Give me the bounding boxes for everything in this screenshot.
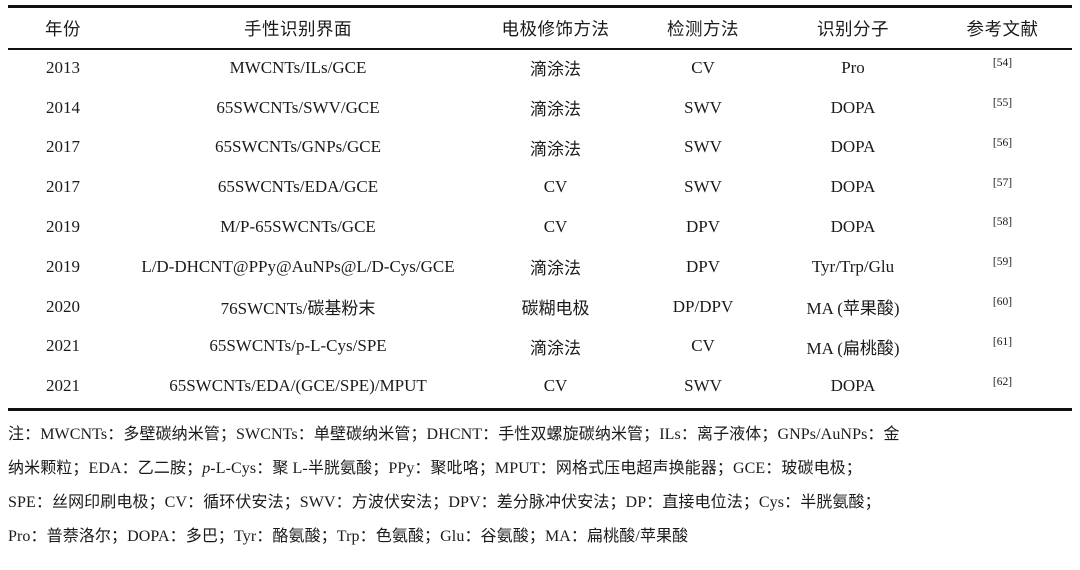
- cell-modification-method: CV: [543, 217, 568, 237]
- cell-interface: 65SWCNTs/GNPs/GCE: [215, 137, 381, 157]
- cell-interface: MWCNTs/ILs/GCE: [229, 57, 367, 77]
- cell-year: 2014: [46, 97, 80, 117]
- cell-interface: 76SWCNTs/碳基粉末: [220, 299, 376, 319]
- cell-detection-method: DPV: [685, 217, 720, 237]
- table-top-rule: [8, 5, 1072, 8]
- cell-reference: [59]: [933, 247, 1072, 287]
- table-row: 2021 65SWCNTs/EDA/(GCE/SPE)/MPUT CV SWV …: [8, 366, 1072, 406]
- cell-modification-method: 滴涂法: [530, 100, 581, 120]
- reference-superscript: [58]: [992, 216, 1013, 229]
- cell-modification-method: 滴涂法: [530, 338, 581, 358]
- table-footnote: 注：MWCNTs：多壁碳纳米管；SWCNTs：单壁碳纳米管；DHCNT：手性双螺…: [8, 418, 1072, 554]
- reference-superscript: [59]: [992, 256, 1013, 269]
- table-row: 2019 M/P-65SWCNTs/GCE CV DPV DOPA [58]: [8, 207, 1072, 247]
- reference-superscript: [61]: [992, 335, 1013, 348]
- footnote-line-3: SPE：丝网印刷电极；CV：循环伏安法；SWV：方波伏安法；DPV：差分脉冲伏安…: [8, 486, 1072, 520]
- cell-reference: [60]: [933, 287, 1072, 327]
- cell-year: 2017: [46, 177, 80, 197]
- cell-reference: [55]: [933, 88, 1072, 128]
- cell-recognition-molecule: MA (扁桃酸): [806, 338, 900, 358]
- cell-interface: 65SWCNTs/EDA/GCE: [217, 177, 379, 197]
- cell-modification-method: 滴涂法: [530, 60, 581, 80]
- column-header-year: 年份: [45, 18, 81, 39]
- cell-year: 2019: [46, 256, 80, 276]
- table-row: 2017 65SWCNTs/EDA/GCE CV SWV DOPA [57]: [8, 167, 1072, 207]
- footnote-line-4: Pro：普萘洛尔；DOPA：多巴；Tyr：酪氨酸；Trp：色氨酸；Glu：谷氨酸…: [8, 520, 1072, 554]
- cell-recognition-molecule: DOPA: [830, 137, 876, 157]
- cell-year: 2013: [46, 57, 80, 77]
- table-row: 2021 65SWCNTs/p-L-Cys/SPE 滴涂法 CV MA (扁桃酸…: [8, 327, 1072, 367]
- cell-modification-method: CV: [543, 376, 568, 396]
- reference-superscript: [62]: [992, 375, 1013, 388]
- cell-reference: [58]: [933, 207, 1072, 247]
- reference-superscript: [56]: [992, 136, 1013, 149]
- cell-modification-method: 碳糊电极: [521, 299, 590, 319]
- table-row: 2013 MWCNTs/ILs/GCE 滴涂法 CV Pro [54]: [8, 48, 1072, 88]
- cell-interface: L/D-DHCNT@PPy@AuNPs@L/D-Cys/GCE: [141, 256, 455, 276]
- cell-detection-method: SWV: [684, 97, 722, 117]
- cell-year: 2017: [46, 137, 80, 157]
- cell-reference: [56]: [933, 128, 1072, 168]
- cell-interface: 65SWCNTs/SWV/GCE: [216, 97, 380, 117]
- table-body: 2013 MWCNTs/ILs/GCE 滴涂法 CV Pro [54] 2014…: [8, 48, 1072, 406]
- reference-superscript: [60]: [992, 295, 1013, 308]
- cell-detection-method: DPV: [685, 256, 720, 276]
- table-row: 2020 76SWCNTs/碳基粉末 碳糊电极 DP/DPV MA (苹果酸) …: [8, 287, 1072, 327]
- cell-reference: [62]: [933, 366, 1072, 406]
- cell-recognition-molecule: DOPA: [830, 217, 876, 237]
- column-header-interface: 手性识别界面: [244, 18, 352, 39]
- table-row: 2019 L/D-DHCNT@PPy@AuNPs@L/D-Cys/GCE 滴涂法…: [8, 247, 1072, 287]
- table-header-rule: [8, 48, 1072, 50]
- cell-recognition-molecule: MA (苹果酸): [806, 299, 900, 319]
- cell-detection-method: CV: [691, 57, 715, 77]
- cell-detection-method: CV: [691, 336, 715, 356]
- reference-superscript: [55]: [992, 96, 1013, 109]
- footnote-italic-p: p: [202, 460, 211, 477]
- table-row: 2017 65SWCNTs/GNPs/GCE 滴涂法 SWV DOPA [56]: [8, 128, 1072, 168]
- cell-recognition-molecule: DOPA: [830, 97, 876, 117]
- table-header-row: 年份 手性识别界面 电极修饰方法 检测方法 识别分子 参考文献: [8, 8, 1072, 48]
- cell-year: 2021: [46, 376, 80, 396]
- cell-recognition-molecule: DOPA: [830, 177, 876, 197]
- column-header-detection-method: 检测方法: [667, 18, 739, 39]
- cell-recognition-molecule: DOPA: [830, 376, 876, 396]
- cell-detection-method: SWV: [684, 137, 722, 157]
- cell-year: 2020: [46, 296, 80, 316]
- cell-recognition-molecule: Pro: [841, 57, 865, 77]
- footnote-line-3-text: SPE：丝网印刷电极；CV：循环伏安法；SWV：方波伏安法；DPV：差分脉冲伏安…: [8, 494, 881, 511]
- table-row: 2014 65SWCNTs/SWV/GCE 滴涂法 SWV DOPA [55]: [8, 88, 1072, 128]
- reference-superscript: [57]: [992, 176, 1013, 189]
- cell-interface: M/P-65SWCNTs/GCE: [220, 217, 376, 237]
- cell-reference: [61]: [933, 327, 1072, 367]
- cell-interface: 65SWCNTs/p-L-Cys/SPE: [209, 336, 387, 356]
- column-header-recognition-molecule: 识别分子: [817, 18, 889, 39]
- cell-year: 2019: [46, 217, 80, 237]
- cell-modification-method: CV: [543, 177, 568, 197]
- cell-year: 2021: [46, 336, 80, 356]
- footnote-line-4-text: Pro：普萘洛尔；DOPA：多巴；Tyr：酪氨酸；Trp：色氨酸；Glu：谷氨酸…: [8, 528, 689, 545]
- cell-recognition-molecule: Tyr/Trp/Glu: [811, 256, 895, 276]
- cell-reference: [54]: [933, 48, 1072, 88]
- table-bottom-rule: [8, 408, 1072, 411]
- column-header-modification-method: 电极修饰方法: [501, 18, 610, 39]
- data-table: 年份 手性识别界面 电极修饰方法 检测方法 识别分子 参考文献 2013 MWC…: [8, 8, 1072, 406]
- reference-superscript: [54]: [992, 57, 1013, 70]
- footnote-line-1: 注：MWCNTs：多壁碳纳米管；SWCNTs：单壁碳纳米管；DHCNT：手性双螺…: [8, 418, 1072, 452]
- footnote-line-2-text-b: -L-Cys：聚 L-半胱氨酸；PPy：聚吡咯；MPUT：网格式压电超声换能器；…: [210, 460, 862, 477]
- cell-modification-method: 滴涂法: [530, 139, 581, 159]
- footnote-line-2-text-a: 纳米颗粒；EDA：乙二胺；: [8, 460, 203, 477]
- cell-detection-method: SWV: [684, 376, 722, 396]
- cell-reference: [57]: [933, 167, 1072, 207]
- cell-interface: 65SWCNTs/EDA/(GCE/SPE)/MPUT: [169, 376, 427, 396]
- footnote-line-1-text: 注：MWCNTs：多壁碳纳米管；SWCNTs：单壁碳纳米管；DHCNT：手性双螺…: [8, 426, 900, 443]
- cell-detection-method: DP/DPV: [672, 296, 734, 316]
- table-header: 年份 手性识别界面 电极修饰方法 检测方法 识别分子 参考文献: [8, 8, 1072, 48]
- cell-detection-method: SWV: [684, 177, 722, 197]
- cell-modification-method: 滴涂法: [530, 259, 581, 279]
- footnote-line-2: 纳米颗粒；EDA：乙二胺；p-L-Cys：聚 L-半胱氨酸；PPy：聚吡咯；MP…: [8, 452, 1072, 486]
- column-header-reference: 参考文献: [966, 18, 1039, 39]
